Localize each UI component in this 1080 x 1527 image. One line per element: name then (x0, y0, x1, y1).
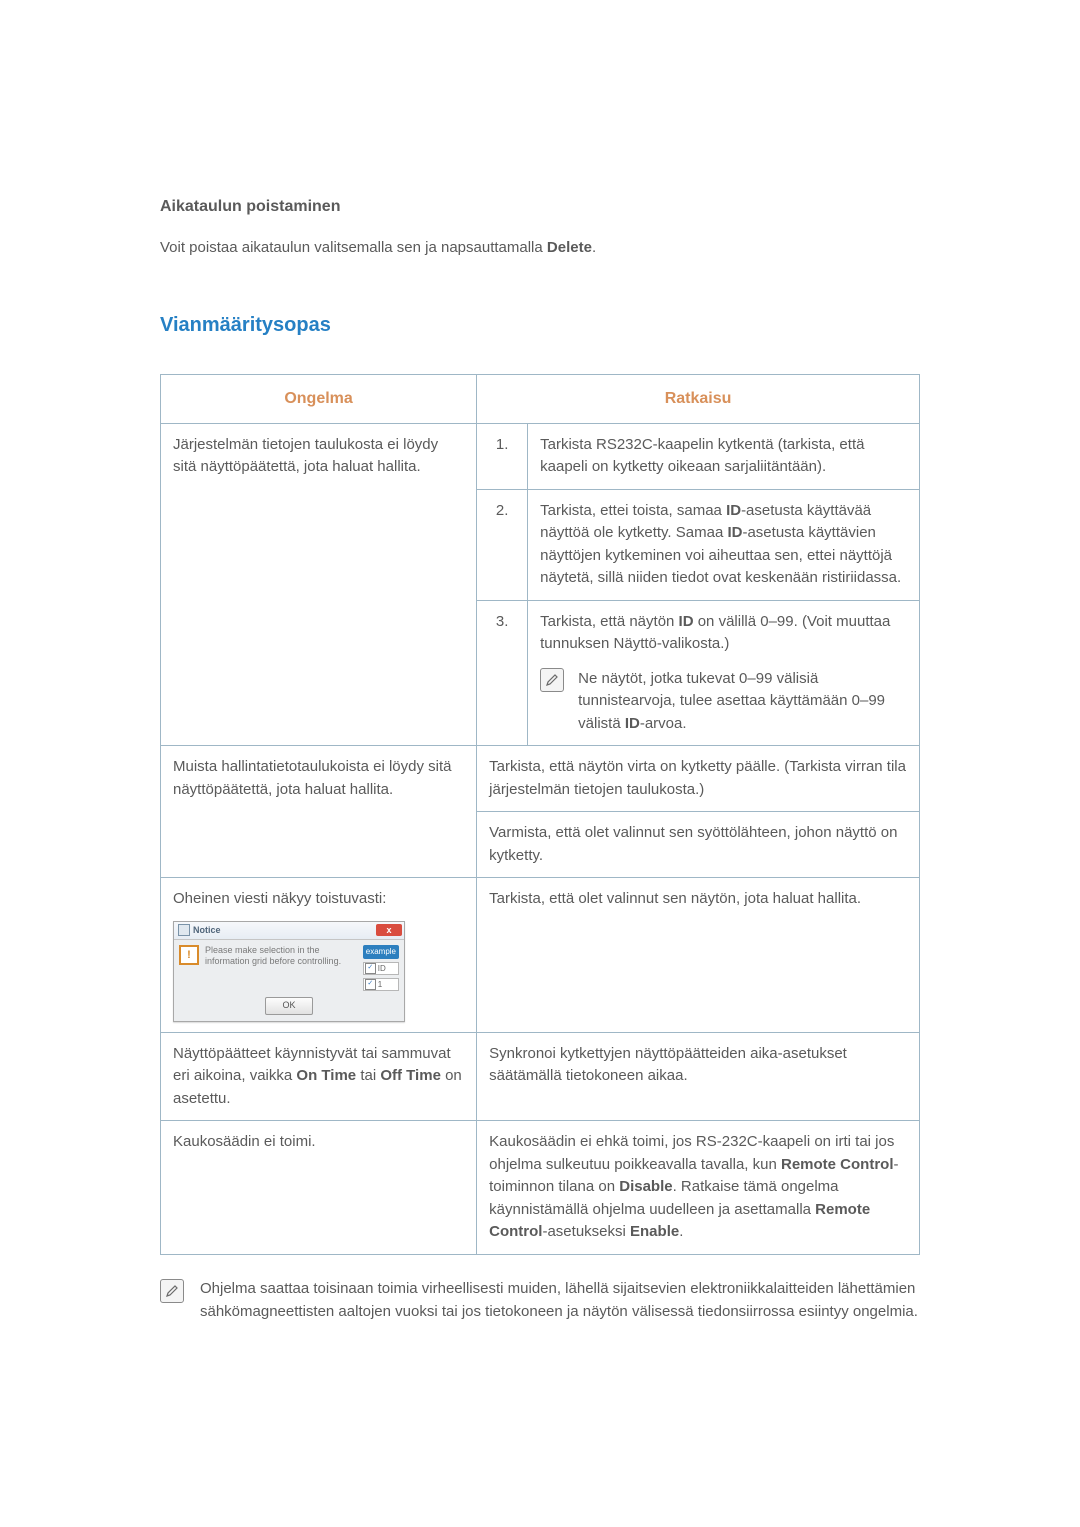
table-row: Kaukosäädin ei toimi. Kaukosäädin ei ehk… (161, 1121, 920, 1255)
table-row: Oheinen viesti näkyy toistuvasti: Notice… (161, 878, 920, 1033)
text: -asetukseksi (542, 1223, 630, 1240)
ontime-keyword: On Time (296, 1067, 356, 1084)
enable-keyword: Enable (630, 1223, 679, 1240)
text: -arvoa. (640, 715, 687, 732)
id-value: 1 (378, 979, 382, 991)
step-number: 1. (477, 423, 528, 489)
id-label: ID (378, 963, 386, 975)
checkbox-icon: ✓ (365, 963, 376, 974)
header-problem: Ongelma (161, 374, 477, 423)
solution-cell: Tarkista, että näytön virta on kytketty … (477, 746, 920, 812)
dialog-body: ! Please make selection in the informati… (174, 940, 404, 997)
delete-keyword: Delete (547, 239, 592, 256)
ok-button: OK (265, 997, 312, 1015)
problem-cell: Oheinen viesti näkyy toistuvasti: Notice… (161, 878, 477, 1033)
problem-cell: Näyttöpäätteet käynnistyvät tai sammuvat… (161, 1032, 477, 1121)
warning-icon: ! (179, 945, 199, 965)
dialog-title-text: Notice (193, 924, 221, 938)
problem-cell: Järjestelmän tietojen taulukosta ei löyd… (161, 423, 477, 746)
table-row: Järjestelmän tietojen taulukosta ei löyd… (161, 423, 920, 489)
solution-cell: Tarkista, että olet valinnut sen näytön,… (477, 878, 920, 1033)
header-solution: Ratkaisu (477, 374, 920, 423)
id-keyword: ID (727, 524, 742, 541)
step-number: 2. (477, 489, 528, 600)
text: . (679, 1223, 683, 1240)
footer-text: Ohjelma saattaa toisinaan toimia virheel… (200, 1277, 920, 1324)
app-icon (178, 924, 190, 936)
example-badge: example (363, 945, 399, 959)
dialog-titlebar: Notice x (174, 922, 404, 941)
document-page: Aikataulun poistaminen Voit poistaa aika… (0, 0, 1080, 1527)
table-row: Näyttöpäätteet käynnistyvät tai sammuvat… (161, 1032, 920, 1121)
offtime-keyword: Off Time (380, 1067, 441, 1084)
notice-dialog: Notice x ! Please make selection in the … (173, 921, 405, 1022)
id-keyword: ID (726, 502, 741, 519)
note-text: Ne näytöt, jotka tukevat 0–99 välisiä tu… (578, 668, 907, 736)
solution-cell: Kaukosäädin ei ehkä toimi, jos RS-232C-k… (477, 1121, 920, 1255)
solution-cell: Varmista, että olet valinnut sen syöttöl… (477, 812, 920, 878)
text: Tarkista, että näytön (540, 613, 678, 630)
disable-keyword: Disable (619, 1178, 672, 1195)
footer-note: Ohjelma saattaa toisinaan toimia virheel… (160, 1277, 920, 1324)
problem-cell: Kaukosäädin ei toimi. (161, 1121, 477, 1255)
intro-paragraph: Voit poistaa aikataulun valitsemalla sen… (160, 237, 920, 260)
text: Voit poistaa aikataulun valitsemalla sen… (160, 239, 547, 256)
dialog-row: ✓ ID (363, 962, 399, 975)
dialog-title-left: Notice (178, 924, 221, 938)
pencil-icon (160, 1279, 184, 1303)
problem-cell: Muista hallintatietotaulukoista ei löydy… (161, 746, 477, 878)
troubleshoot-table: Ongelma Ratkaisu Järjestelmän tietojen t… (160, 374, 920, 1255)
solution-cell: Tarkista RS232C-kaapelin kytkentä (tarki… (528, 423, 920, 489)
id-keyword: ID (679, 613, 694, 630)
pencil-icon (540, 668, 564, 692)
section-heading: Aikataulun poistaminen (160, 195, 920, 219)
text: Tarkista, ettei toista, samaa (540, 502, 726, 519)
remote-control-keyword: Remote Control (781, 1156, 894, 1173)
dialog-message: Please make selection in the information… (205, 945, 357, 968)
table-header-row: Ongelma Ratkaisu (161, 374, 920, 423)
checkbox-icon: ✓ (365, 979, 376, 990)
id-keyword: ID (625, 715, 640, 732)
dialog-side: example ✓ ID ✓ 1 (363, 945, 399, 991)
solution-cell: Tarkista, ettei toista, samaa ID-asetust… (528, 489, 920, 600)
text: tai (356, 1067, 380, 1084)
close-icon: x (376, 924, 402, 936)
main-heading: Vianmääritysopas (160, 310, 920, 340)
solution-cell: Synkronoi kytkettyjen näyttöpäätteiden a… (477, 1032, 920, 1121)
solution-cell: Tarkista, että näytön ID on välillä 0–99… (528, 600, 920, 746)
step-number: 3. (477, 600, 528, 746)
dialog-row: ✓ 1 (363, 978, 399, 991)
text: information grid before controlling. (205, 956, 357, 967)
dialog-footer: OK (174, 997, 404, 1021)
note-block: Ne näytöt, jotka tukevat 0–99 välisiä tu… (540, 668, 907, 736)
text: . (592, 239, 596, 256)
text: Please make selection in the (205, 945, 357, 956)
table-row: Muista hallintatietotaulukoista ei löydy… (161, 746, 920, 812)
text: Oheinen viesti näkyy toistuvasti: (173, 888, 464, 911)
